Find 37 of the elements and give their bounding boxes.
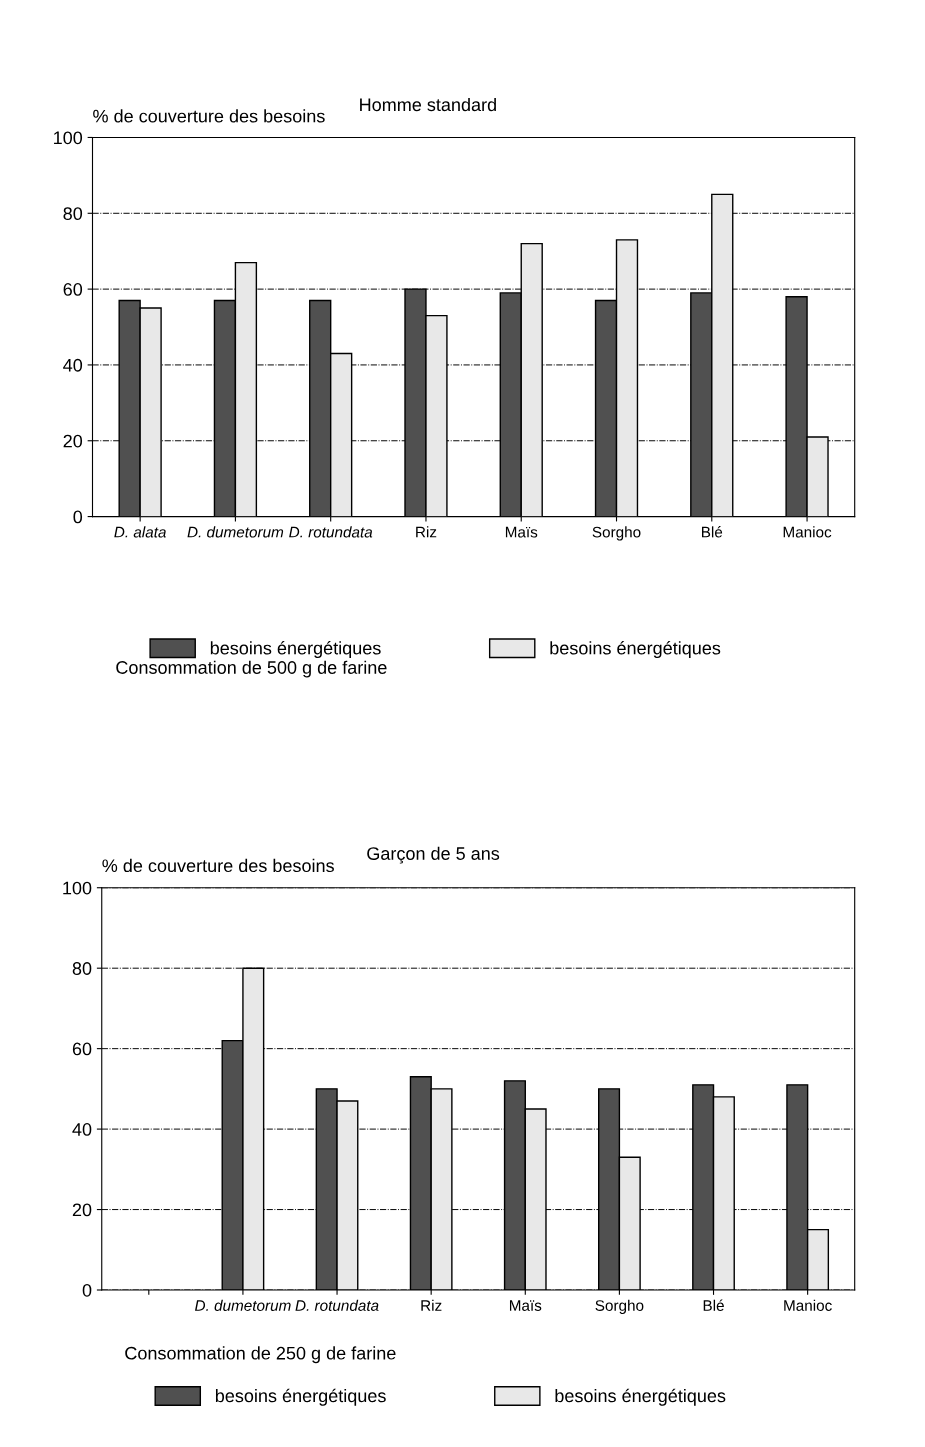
y-tick-label: 20 bbox=[72, 1203, 92, 1217]
x-tick-label: Sorgho bbox=[592, 526, 641, 541]
x-tick-label: Manioc bbox=[783, 526, 832, 538]
x-tick-label: D. alata bbox=[114, 526, 166, 538]
x-tick-label: Riz bbox=[421, 1299, 442, 1311]
x-tick-label: Maïs bbox=[509, 1300, 542, 1311]
x-tick-label: Blé bbox=[702, 526, 723, 538]
x-tick-label: Blé bbox=[703, 1299, 724, 1311]
y-tick-label: 60 bbox=[63, 283, 83, 296]
y-tick-label: 20 bbox=[63, 434, 83, 448]
y-tick-label: 100 bbox=[54, 131, 83, 145]
text: Consommation de 250 g de farine bbox=[125, 1346, 396, 1364]
legend-label: besoins énergétiques bbox=[550, 641, 721, 659]
y-tick-label: 0 bbox=[73, 510, 83, 524]
y-tick-label: 100 bbox=[63, 881, 92, 895]
x-tick-label: D. rotundata bbox=[289, 526, 373, 538]
y-tick-label: 40 bbox=[72, 1123, 92, 1136]
y-tick-label: 0 bbox=[82, 1283, 92, 1297]
chart-title: Homme standard bbox=[360, 97, 496, 112]
x-tick-label: Riz bbox=[416, 526, 437, 538]
y-tick-label: 60 bbox=[72, 1042, 92, 1056]
y-axis-title: % de couverture des besoins bbox=[93, 109, 325, 123]
x-tick-label: Manioc bbox=[784, 1299, 832, 1311]
x-tick-label: Maïs bbox=[505, 526, 538, 538]
y-tick-label: 80 bbox=[72, 962, 92, 975]
x-tick-label: D. rotundata bbox=[295, 1299, 379, 1311]
y-tick-label: 80 bbox=[63, 207, 83, 221]
x-tick-label: D. dumetorum bbox=[195, 1299, 291, 1311]
y-tick-label: 40 bbox=[63, 358, 83, 372]
legend-label: besoins énergétiques bbox=[210, 641, 381, 659]
text: Consommation de 500 g de farine bbox=[116, 660, 387, 678]
x-tick-label: Sorgho bbox=[595, 1299, 644, 1314]
chart-title: Garçon de 5 ans bbox=[367, 846, 500, 864]
x-tick-label: D. dumetorum bbox=[187, 526, 284, 538]
y-axis-title: % de couverture des besoins bbox=[102, 858, 334, 873]
legend-label: besoins énergétiques bbox=[555, 1388, 726, 1406]
legend-label: besoins énergétiques bbox=[215, 1388, 386, 1406]
